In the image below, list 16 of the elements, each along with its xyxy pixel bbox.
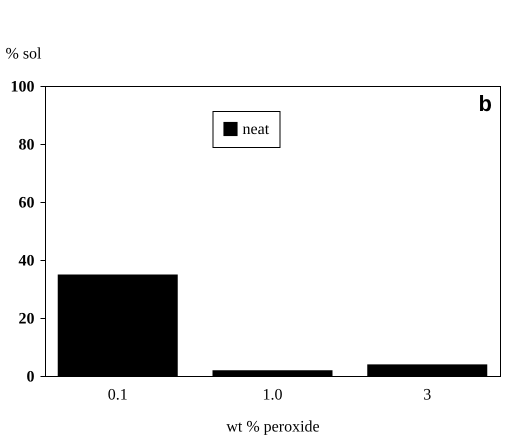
y-tick-label: 40 (18, 252, 34, 270)
x-tick-label: 0.1 (108, 386, 128, 404)
bar (58, 274, 178, 376)
y-tick-label: 20 (18, 310, 34, 328)
y-axis-title: % sol (6, 46, 42, 62)
legend-label: neat (242, 121, 270, 138)
bar (212, 370, 332, 376)
annotation: b (478, 91, 492, 116)
y-tick-label: 60 (18, 194, 34, 212)
y-tick-label: 100 (10, 78, 34, 96)
y-tick-label: 0 (26, 368, 34, 386)
x-tick-label: 3 (423, 386, 432, 404)
x-axis-title: wt % peroxide (226, 418, 320, 436)
x-tick-label: 1.0 (262, 386, 282, 404)
bar (367, 364, 488, 376)
y-tick-label: 80 (18, 136, 34, 154)
